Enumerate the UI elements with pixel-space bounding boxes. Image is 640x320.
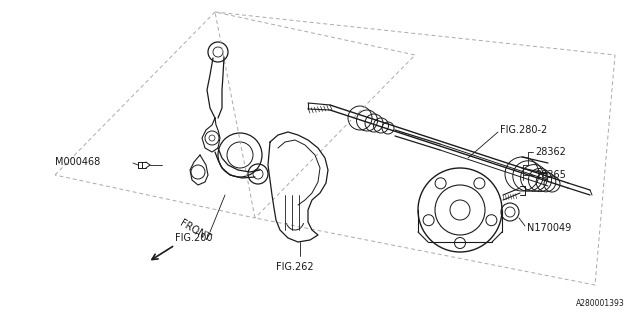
Text: M000468: M000468 [55,157,100,167]
Text: 28365: 28365 [535,170,566,180]
Text: FIG.262: FIG.262 [276,262,314,272]
Text: FRONT: FRONT [178,218,212,243]
Text: A280001393: A280001393 [576,299,625,308]
Text: N170049: N170049 [527,223,572,233]
Text: FIG.200: FIG.200 [175,233,212,243]
Text: FIG.280-2: FIG.280-2 [500,125,547,135]
Text: 28362: 28362 [535,147,566,157]
